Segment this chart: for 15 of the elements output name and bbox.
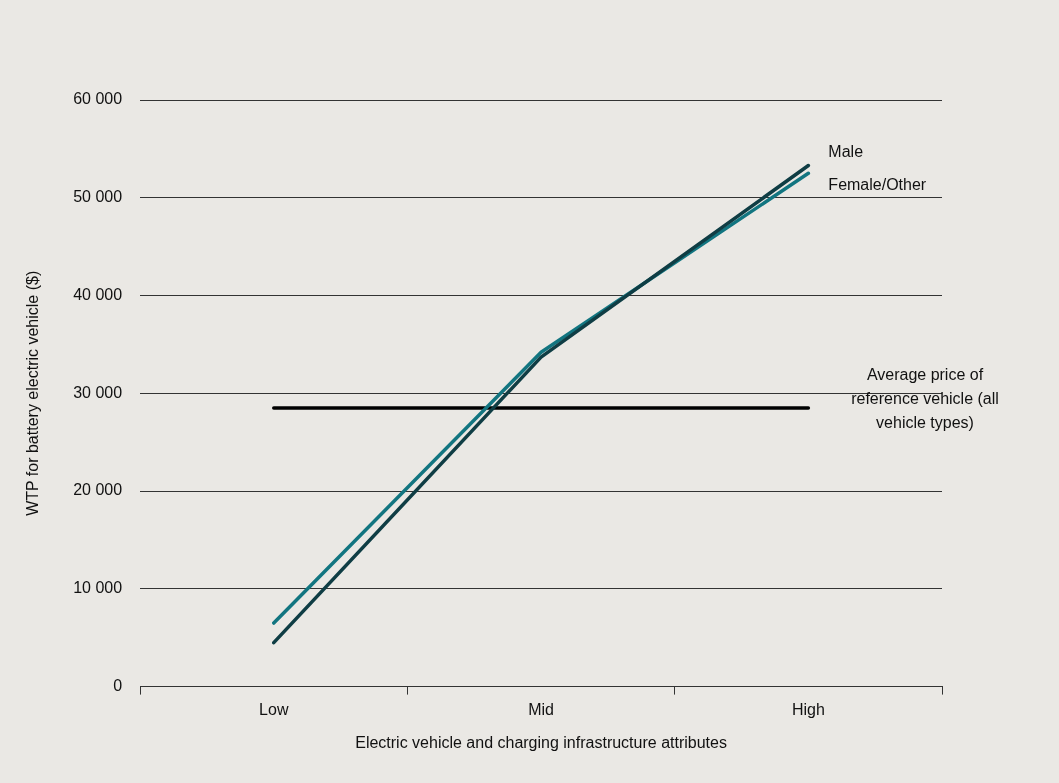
y-tick-label: 0 [113,677,123,695]
series-label: Male [828,143,864,161]
y-tick-label: 60 000 [73,90,123,108]
x-tick-label: Mid [528,700,554,718]
ref-line-label: Average price of reference vehicle (all vehicle types) [851,366,999,432]
y-tick-label: 50 000 [73,188,123,206]
y-tick-label: 30 000 [73,383,123,401]
y-tick-label: 10 000 [73,579,123,597]
y-tick-label: 20 000 [73,481,123,499]
series-label: Female/Other [828,176,927,194]
y-axis-title: WTP for battery electric vehicle ($) [24,270,42,516]
x-axis-title: Electric vehicle and charging infrastructure attributes [355,733,727,751]
y-tick-label: 40 000 [73,285,123,303]
x-tick-label: High [791,700,825,718]
x-tick-label: Low [259,700,289,718]
